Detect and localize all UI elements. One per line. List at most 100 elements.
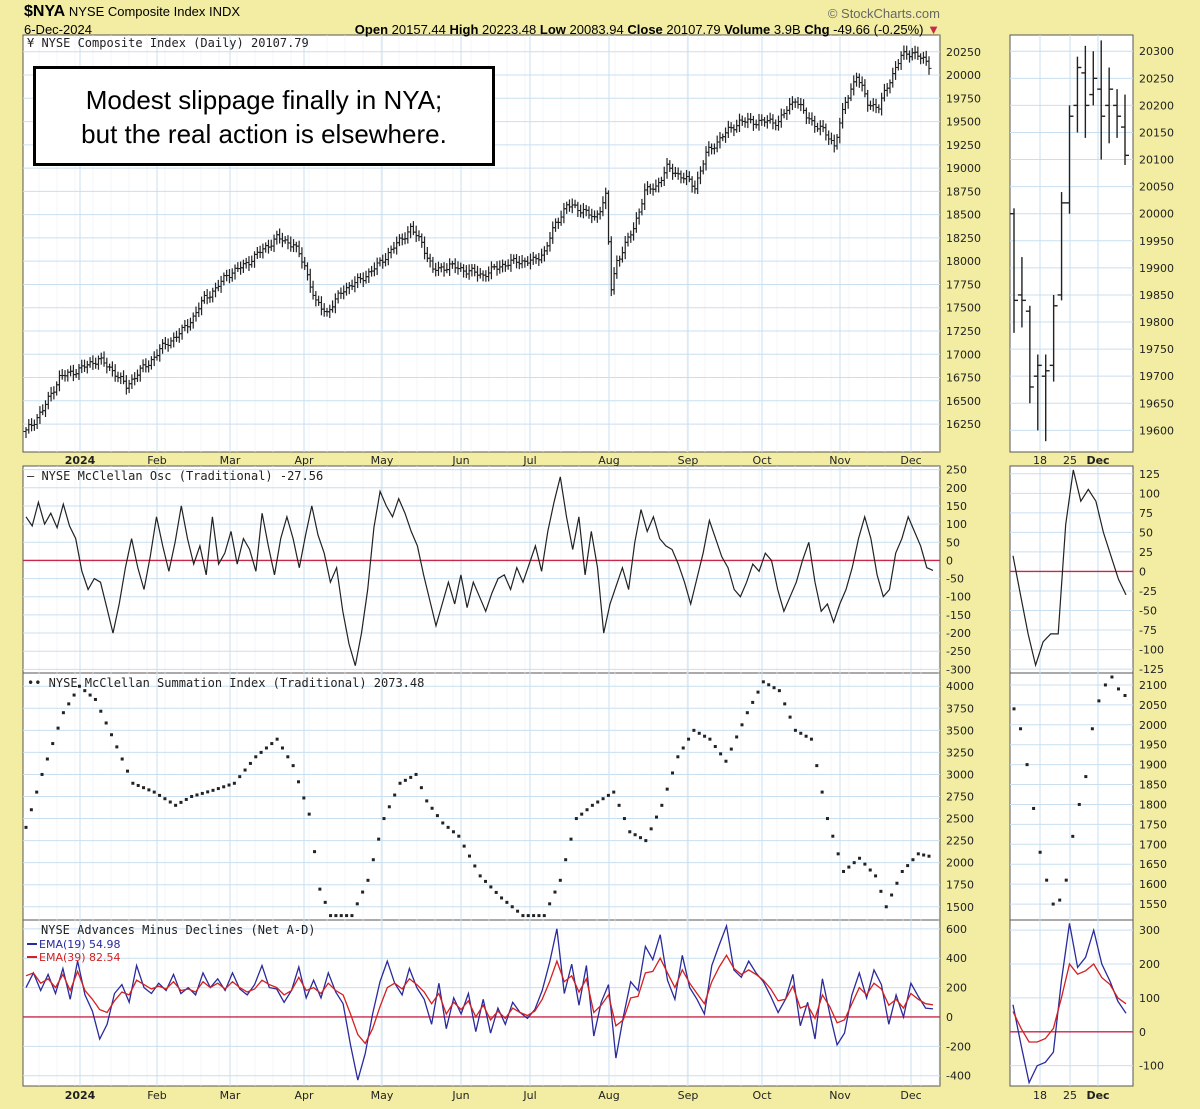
- summation-zoom-point: [1019, 727, 1023, 731]
- summation-point: [713, 745, 717, 749]
- summation-point: [574, 817, 578, 821]
- osc-zoom-panel: [1009, 465, 1134, 674]
- sum-main-ytick-label: 3250: [946, 746, 974, 759]
- summation-zoom-point: [1012, 707, 1016, 711]
- price-zoom-ytick-label: 20050: [1139, 181, 1174, 194]
- summation-zoom-point: [1103, 683, 1107, 687]
- summation-point: [665, 787, 669, 791]
- summation-point: [131, 781, 135, 785]
- summation-point: [473, 864, 477, 868]
- sum-zoom-ytick-label: 1800: [1139, 798, 1167, 811]
- summation-zoom-point: [1058, 898, 1062, 902]
- ad-zoom-ytick-label: 300: [1139, 924, 1160, 937]
- month-label-top: Aug: [598, 454, 619, 467]
- summation-point: [142, 786, 146, 790]
- volume-label: Volume: [724, 22, 771, 37]
- ad-zoom-ytick-label: 200: [1139, 958, 1160, 971]
- summation-point: [500, 896, 504, 900]
- summation-point: [35, 790, 39, 794]
- summation-point: [206, 790, 210, 794]
- osc-main-ytick-label: 250: [946, 464, 967, 477]
- sum-main-ytick-label: 3750: [946, 702, 974, 715]
- month-label-bottom: Jul: [522, 1089, 536, 1102]
- summation-point: [393, 793, 397, 797]
- price-main-ytick-label: 19750: [946, 92, 981, 105]
- sum-main-ytick-label: 2500: [946, 813, 974, 826]
- summation-point: [88, 693, 92, 697]
- summation-point: [895, 881, 899, 885]
- summation-point: [553, 890, 557, 894]
- close-label: Close: [627, 22, 663, 37]
- osc-label: — NYSE McClellan Osc (Traditional) -27.5…: [27, 469, 323, 483]
- osc-main-ytick-label: -250: [946, 645, 971, 658]
- summation-point: [900, 869, 904, 873]
- summation-point: [40, 772, 44, 776]
- zoom-x-label-bottom: Dec: [1086, 1089, 1109, 1102]
- month-label-bottom: 2024: [65, 1089, 96, 1102]
- index-name: NYSE Composite Index: [68, 4, 206, 19]
- summation-point: [61, 711, 65, 715]
- summation-point: [158, 793, 162, 797]
- high-label: High: [449, 22, 479, 37]
- summation-point: [777, 689, 781, 693]
- price-main-ytick-label: 20250: [946, 46, 981, 59]
- osc-zoom-ytick-label: 100: [1139, 487, 1160, 500]
- ad-zoom-ytick-label: 100: [1139, 992, 1160, 1005]
- summation-zoom-point: [1038, 850, 1042, 854]
- summation-zoom-point: [1123, 694, 1127, 698]
- summation-point: [425, 799, 429, 803]
- ad-zoom-panel: [1009, 919, 1134, 1087]
- summation-point: [660, 803, 664, 807]
- price-zoom-ytick-label: 19900: [1139, 262, 1174, 275]
- osc-main-ytick-label: -150: [946, 609, 971, 622]
- summation-zoom-point: [1084, 775, 1088, 779]
- summation-point: [430, 806, 434, 810]
- summation-point: [879, 889, 883, 893]
- price-zoom-ytick-label: 20100: [1139, 154, 1174, 167]
- price-main-ytick-label: 17500: [946, 302, 981, 315]
- price-main-ytick-label: 19250: [946, 139, 981, 152]
- summation-point: [697, 731, 701, 735]
- summation-point: [505, 900, 509, 904]
- summation-point: [740, 723, 744, 727]
- summation-point: [323, 900, 327, 904]
- sum-zoom-ytick-label: 1750: [1139, 818, 1167, 831]
- summation-point: [104, 721, 108, 725]
- summation-point: [56, 726, 60, 730]
- summation-point: [414, 772, 418, 776]
- summation-point: [842, 869, 846, 873]
- price-zoom-ytick-label: 20200: [1139, 99, 1174, 112]
- sum-main-ytick-label: 3500: [946, 724, 974, 737]
- summation-point: [719, 752, 723, 756]
- summation-point: [516, 909, 520, 913]
- osc-zoom-ytick-label: -125: [1139, 663, 1164, 676]
- osc-main-ytick-label: 0: [946, 554, 953, 567]
- summation-point: [291, 764, 295, 768]
- osc-main-ytick-label: 150: [946, 500, 967, 513]
- osc-zoom-ytick-label: 0: [1139, 565, 1146, 578]
- summation-point: [345, 914, 349, 918]
- month-label-bottom: Feb: [147, 1089, 166, 1102]
- summation-point: [911, 858, 915, 862]
- price-main-ytick-label: 19500: [946, 116, 981, 129]
- price-main-ytick-label: 20000: [946, 69, 981, 82]
- month-label-bottom: Jun: [451, 1089, 469, 1102]
- price-zoom-ytick-label: 20250: [1139, 72, 1174, 85]
- summation-point: [687, 737, 691, 741]
- summation-point: [692, 728, 696, 732]
- high-value: 20223.48: [482, 22, 537, 37]
- summation-point: [184, 797, 188, 801]
- zoom-x-label-top: 18: [1033, 454, 1047, 467]
- month-label-top: May: [371, 454, 394, 467]
- summation-point: [248, 761, 252, 765]
- summation-point: [724, 759, 728, 763]
- sum-zoom-ytick-label: 2000: [1139, 719, 1167, 732]
- summation-point: [126, 769, 130, 773]
- summation-point: [419, 786, 423, 790]
- summation-point: [115, 745, 119, 749]
- summation-point: [478, 874, 482, 878]
- osc-zoom-ytick-label: -25: [1139, 585, 1157, 598]
- summation-point: [654, 815, 658, 819]
- summation-point: [99, 709, 103, 713]
